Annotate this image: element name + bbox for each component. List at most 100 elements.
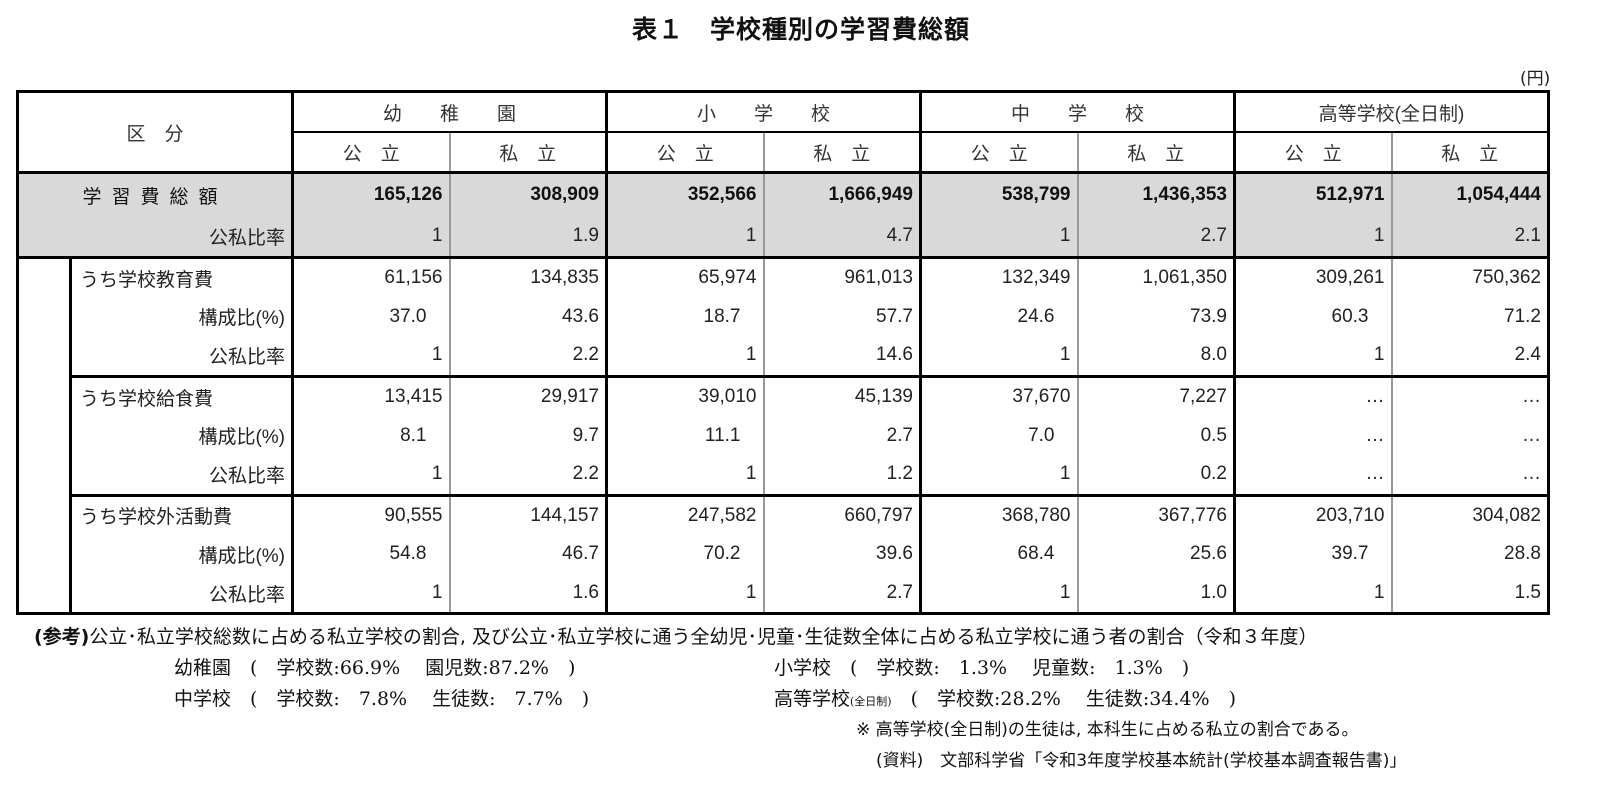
ratio-value: 1: [919, 573, 1078, 614]
header-private: 私 立: [1076, 132, 1235, 174]
group-value: 90,555: [291, 495, 450, 536]
unit-label: (円): [1520, 69, 1551, 89]
reference-note: (参考)公立･私立学校総数に占める私立学校の割合, 及び公立･私立学校に通う全幼…: [34, 622, 1317, 653]
group-row-school-lunch: うち学校給食費 13,415 29,917 39,010 45,139 37,6…: [18, 376, 1549, 417]
reference-tag: (参考): [34, 626, 90, 648]
page-title: 表１ 学校種別の学習費総額: [631, 15, 970, 44]
group-value: 367,776: [1076, 495, 1235, 536]
composition-value: 9.7: [448, 416, 607, 455]
ratio-value: 1.2: [762, 454, 921, 497]
ratio-value: 1: [291, 336, 450, 378]
group-label: うち学校外活動費: [69, 495, 293, 536]
composition-value: 39.7: [1233, 535, 1392, 574]
group-label: うち学校教育費: [69, 257, 293, 298]
high-prefix: 高等学校: [774, 688, 851, 710]
composition-label: 構成比(%): [69, 535, 293, 574]
total-ratio-row: 公私比率 1 1.9 1 4.7 1 2.7 1 2.1: [17, 216, 1549, 259]
group-value: 1,061,350: [1076, 257, 1235, 298]
group-value: 247,582: [605, 495, 764, 536]
composition-value: 39.6: [762, 535, 921, 574]
ratio-value: 1: [291, 216, 450, 259]
elementary-stats: 小学校 ( 学校数: 1.3% 児童数: 1.3% ): [774, 657, 1190, 679]
header-kindergarten: 幼 稚 園: [291, 91, 607, 133]
expense-table: 区 分 幼 稚 園 小 学 校 中 学 校 高等学校(全日制) 公 立 私 立 …: [16, 90, 1550, 616]
header-private: 私 立: [762, 132, 921, 174]
total-row: 学習費総額 165,126 308,909 352,566 1,666,949 …: [17, 172, 1549, 216]
ratio-value: 1: [919, 336, 1078, 378]
ratio-value: 8.0: [1076, 336, 1235, 378]
group-value: 61,156: [291, 257, 450, 298]
header-public: 公 立: [1233, 132, 1392, 174]
ratio-row: 公私比率 1 2.2 1 14.6 1 8.0 1 2.4: [18, 336, 1549, 378]
group-value: 45,139: [762, 376, 921, 417]
composition-value: 46.7: [448, 535, 607, 574]
group-label: うち学校給食費: [69, 376, 293, 417]
total-value: 308,909: [448, 172, 607, 216]
composition-value: 60.3: [1233, 297, 1392, 337]
ratio-value: 1: [291, 573, 450, 614]
total-value: 512,971: [1233, 172, 1392, 216]
high-stats: 高等学校(全日制) ( 学校数:28.2% 生徒数:34.4% ): [774, 684, 1236, 717]
composition-row: 構成比(%) 54.8 46.7 70.2 39.6 68.4 25.6 39.…: [18, 535, 1549, 574]
ratio-value: 4.7: [762, 216, 921, 259]
group-value: 304,082: [1390, 495, 1549, 536]
total-value: 1,436,353: [1076, 172, 1235, 216]
total-value: 1,666,949: [762, 172, 921, 216]
ratio-value: …: [1233, 454, 1392, 497]
source-note: (資料) 文部科学省「令和3年度学校基本統計(学校基本調査報告書)」: [876, 751, 1407, 771]
group-value: 132,349: [919, 257, 1078, 298]
group-value: 144,157: [448, 495, 607, 536]
group-value: 13,415: [291, 376, 450, 417]
ratio-value: 2.7: [762, 573, 921, 614]
ratio-value: 1.9: [448, 216, 607, 259]
group-value: 368,780: [919, 495, 1078, 536]
group-value: 309,261: [1233, 257, 1392, 298]
header-middle: 中 学 校: [919, 91, 1235, 133]
header-public: 公 立: [291, 132, 450, 174]
ratio-value: 14.6: [762, 336, 921, 378]
footnote: ※ 高等学校(全日制)の生徒は, 本科生に占める私立の割合である。: [856, 720, 1359, 740]
ratio-value: 1: [919, 454, 1078, 497]
ratio-value: 1: [605, 573, 764, 614]
ratio-label: 公私比率: [69, 336, 293, 378]
composition-value: …: [1390, 416, 1549, 455]
group-value: …: [1390, 376, 1549, 417]
composition-value: 0.5: [1076, 416, 1235, 455]
ratio-value: 1.6: [448, 573, 607, 614]
header-high: 高等学校(全日制): [1233, 91, 1549, 133]
header-private: 私 立: [448, 132, 607, 174]
group-row-extracurricular: うち学校外活動費 90,555 144,157 247,582 660,797 …: [18, 495, 1549, 536]
group-value: …: [1233, 376, 1392, 417]
ratio-value: 1.0: [1076, 573, 1235, 614]
header-public: 公 立: [919, 132, 1078, 174]
total-value: 538,799: [919, 172, 1078, 216]
total-value: 352,566: [605, 172, 764, 216]
high-small-label: (全日制): [850, 695, 892, 708]
total-value: 165,126: [291, 172, 450, 216]
group-value: 29,917: [448, 376, 607, 417]
ratio-value: 1: [919, 216, 1078, 259]
composition-value: 18.7: [605, 297, 764, 337]
composition-value: 37.0: [291, 297, 450, 337]
composition-value: 73.9: [1076, 297, 1235, 337]
reference-text: 公立･私立学校総数に占める私立学校の割合, 及び公立･私立学校に通う全幼児･児童…: [89, 626, 1318, 648]
ratio-value: …: [1390, 454, 1549, 497]
ratio-row: 公私比率 1 1.6 1 2.7 1 1.0 1 1.5: [18, 573, 1549, 614]
composition-label: 構成比(%): [69, 416, 293, 455]
group-value: 37,670: [919, 376, 1078, 417]
total-value: 1,054,444: [1390, 172, 1549, 216]
composition-value: 25.6: [1076, 535, 1235, 574]
group-value: 961,013: [762, 257, 921, 298]
composition-row: 構成比(%) 37.0 43.6 18.7 57.7 24.6 73.9 60.…: [18, 297, 1549, 337]
header-public: 公 立: [605, 132, 764, 174]
group-value: 203,710: [1233, 495, 1392, 536]
composition-value: 71.2: [1390, 297, 1549, 337]
kindergarten-stats: 幼稚園 ( 学校数:66.9% 園児数:87.2% ): [174, 657, 576, 679]
composition-value: 68.4: [919, 535, 1078, 574]
header-elementary: 小 学 校: [605, 91, 921, 133]
ratio-label: 公私比率: [69, 573, 293, 614]
group-value: 660,797: [762, 495, 921, 536]
ratio-label: 公私比率: [17, 216, 293, 259]
corner-header: 区 分: [17, 91, 293, 174]
group-value: 65,974: [605, 257, 764, 298]
